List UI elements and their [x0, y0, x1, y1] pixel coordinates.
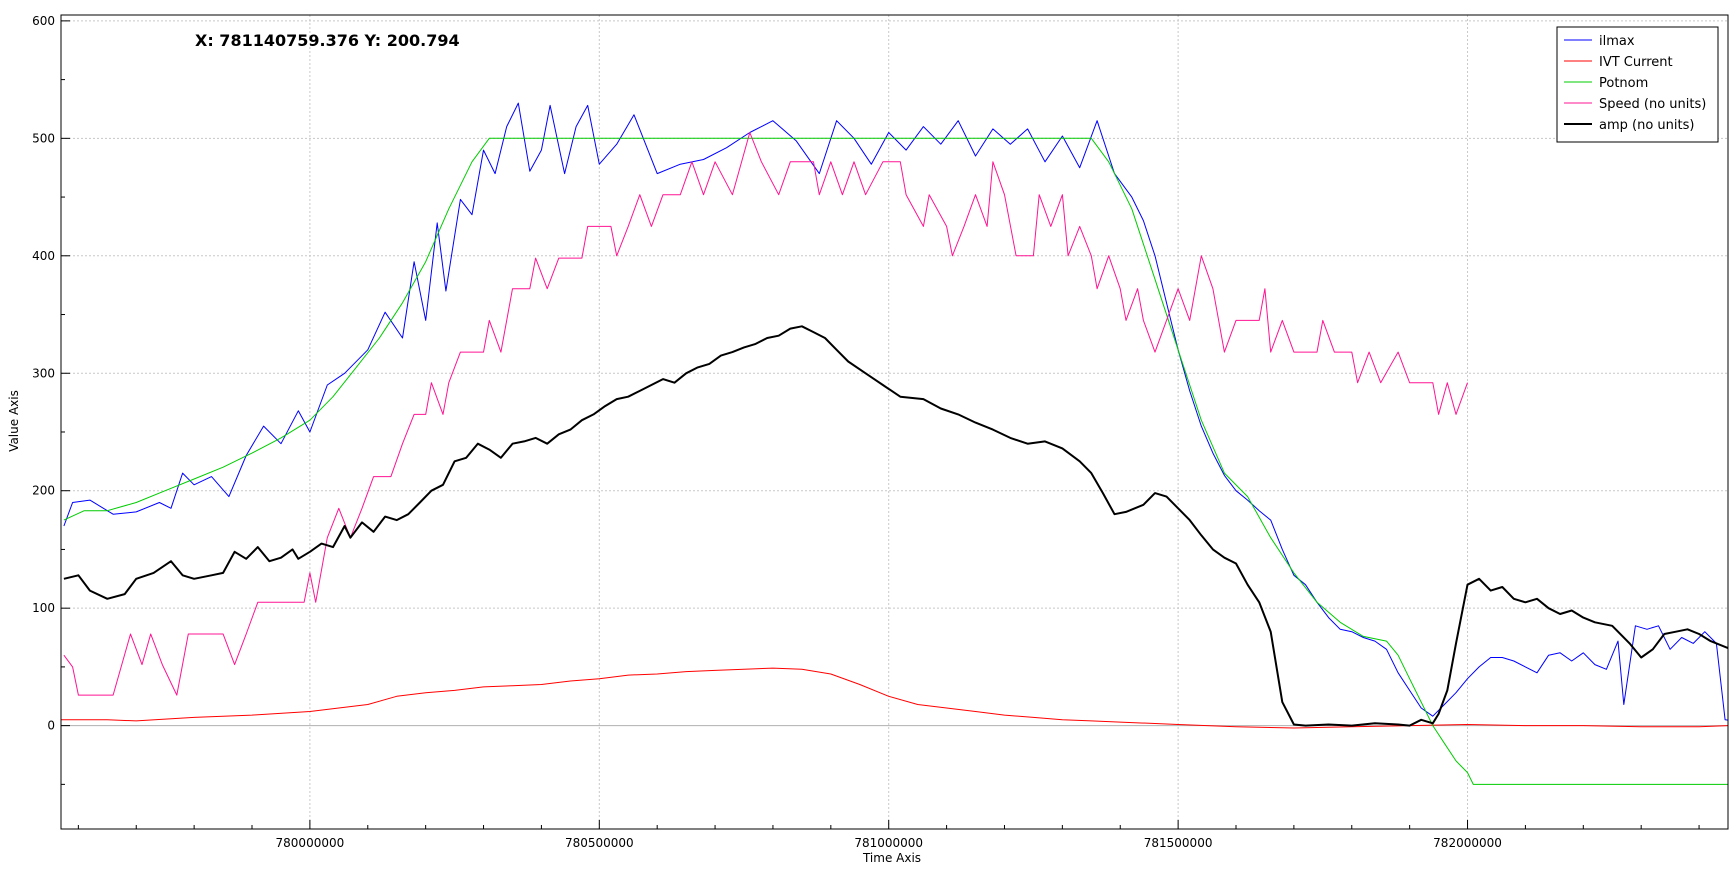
y-tick-label: 500	[32, 131, 55, 145]
legend-label: IVT Current	[1599, 55, 1673, 70]
legend-box	[1556, 26, 1719, 143]
legend-label: Speed (no units)	[1599, 97, 1706, 112]
legend-label: ilmax	[1599, 34, 1635, 49]
legend-item: amp (no units)	[1564, 118, 1694, 133]
series-line-amp-no-units	[63, 325, 1728, 727]
legend-label: Potnom	[1599, 76, 1648, 91]
x-tick-label: 780500000	[565, 836, 634, 850]
y-axis-label: Value Axis	[7, 390, 21, 452]
y-tick-label: 300	[32, 366, 55, 380]
y-tick-label: 600	[32, 14, 55, 28]
axis-ticks: 780000000 780500000 781000000 781500000 7820…	[32, 14, 1700, 850]
x-tick-label: 781000000	[854, 836, 923, 850]
series-line-ivt-current	[61, 667, 1728, 729]
legend-item: ilmax	[1564, 34, 1635, 49]
plot-frame	[60, 14, 1729, 830]
x-tick-label: 781500000	[1144, 836, 1213, 850]
series-line-ilmax	[63, 102, 1728, 721]
y-tick-label: 400	[32, 249, 55, 263]
series-line-potnom	[63, 137, 1728, 785]
y-tick-label: 100	[32, 601, 55, 615]
series-lines	[61, 102, 1728, 785]
y-tick-label: 200	[32, 484, 55, 498]
legend-label: amp (no units)	[1599, 118, 1694, 133]
legend-item: IVT Current	[1564, 55, 1673, 70]
legend-item: Potnom	[1564, 76, 1648, 91]
x-axis-label: Time Axis	[862, 851, 921, 865]
x-tick-label: 780000000	[276, 836, 345, 850]
coordinate-readout: X: 781140759.376 Y: 200.794	[195, 31, 460, 50]
legend-item: Speed (no units)	[1564, 97, 1706, 112]
legend: ilmax IVT Current Potnom Speed (no units) am…	[1556, 26, 1719, 143]
y-tick-label: 0	[47, 719, 55, 733]
x-tick-label: 782000000	[1433, 836, 1502, 850]
